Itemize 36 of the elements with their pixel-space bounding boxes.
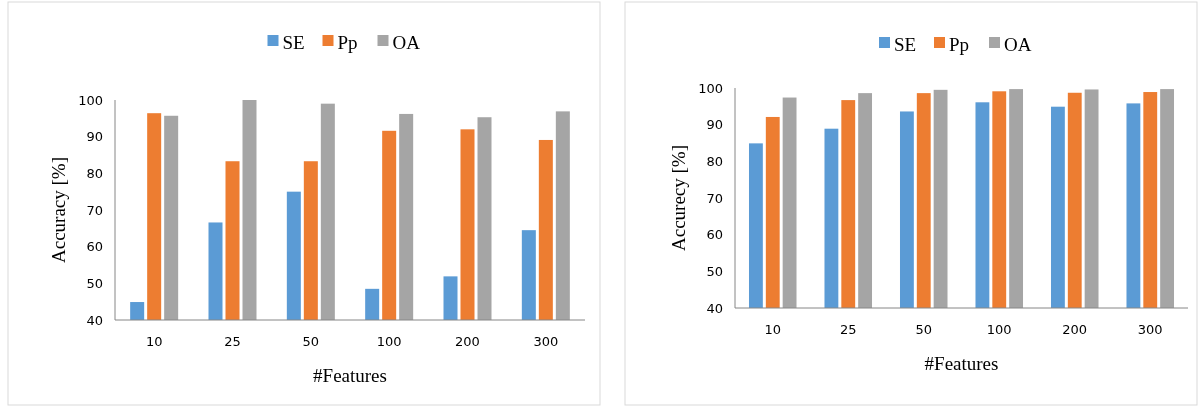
x-tick-label: 200 <box>1062 322 1088 337</box>
x-tick-label: 200 <box>455 334 480 349</box>
y-axis-title: Accuracy [%] <box>48 156 69 264</box>
legend-label: SE <box>894 33 917 55</box>
legend-label: OA <box>1004 33 1032 55</box>
y-tick-label: 70 <box>86 202 103 218</box>
legend-label: Pp <box>949 33 970 55</box>
x-tick-label: 100 <box>376 334 402 349</box>
legend-label: Pp <box>337 31 358 53</box>
y-tick-label: 60 <box>706 227 723 243</box>
y-tick-label: 50 <box>706 263 723 279</box>
y-tick-label: 100 <box>698 80 723 96</box>
x-tick-label: 100 <box>986 322 1012 337</box>
y-axis-title: Accurecy [%] <box>668 144 689 252</box>
y-tick-label: 70 <box>706 190 723 206</box>
x-tick-label: 25 <box>224 334 241 349</box>
x-tick-label: 10 <box>145 334 163 349</box>
y-tick-label: 50 <box>86 275 103 291</box>
x-tick-label: 300 <box>1137 322 1163 337</box>
y-tick-label: 60 <box>86 239 103 255</box>
y-tick-label: 90 <box>706 117 723 133</box>
y-tick-label: 80 <box>706 153 723 169</box>
legend-label: SE <box>282 31 305 53</box>
x-tick-label: 300 <box>533 334 559 349</box>
x-tick-label: 50 <box>915 322 933 337</box>
y-tick-label: 100 <box>78 92 103 108</box>
x-axis-title: #Features <box>313 365 387 386</box>
y-tick-label: 80 <box>86 165 103 181</box>
y-tick-label: 40 <box>86 312 103 328</box>
y-tick-label: 90 <box>86 129 103 145</box>
x-tick-label: 25 <box>839 322 857 337</box>
x-tick-label: 50 <box>302 334 320 349</box>
x-tick-label: 10 <box>764 322 782 337</box>
y-tick-label: 40 <box>706 300 723 316</box>
legend-label: OA <box>392 31 421 53</box>
x-axis-title: #Features <box>924 353 999 374</box>
